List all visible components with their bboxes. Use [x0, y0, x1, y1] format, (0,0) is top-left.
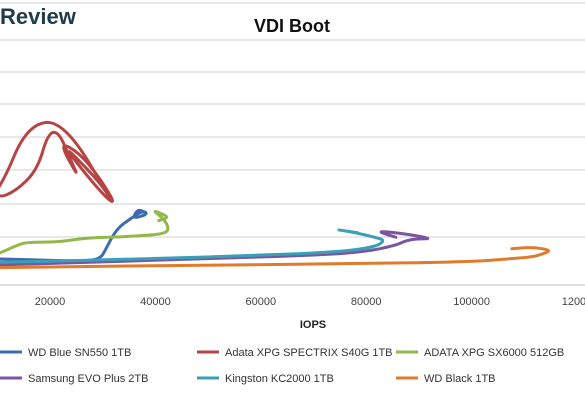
brand-logo-text: Review	[0, 4, 77, 29]
legend: WD Blue SN550 1TB Adata XPG SPECTRIX S40G…	[0, 347, 564, 385]
x-tick-label: 80000	[351, 296, 382, 308]
x-tick-labels: 20000 40000 60000 80000 100000 12000	[35, 296, 585, 308]
x-tick-label: 12000	[562, 296, 585, 308]
legend-label: Samsung EVO Plus 2TB	[28, 373, 148, 385]
legend-label: Kingston KC2000 1TB	[225, 373, 334, 385]
x-tick-label: 60000	[246, 296, 277, 308]
x-tick-label: 20000	[35, 296, 66, 308]
series-line	[0, 120, 115, 203]
x-tick-label: 100000	[453, 296, 490, 308]
series-line	[0, 246, 550, 270]
gridlines	[0, 2, 585, 238]
legend-label: ADATA XPG SX6000 512GB	[424, 347, 564, 359]
chart-title: VDI Boot	[254, 16, 330, 36]
series-line	[0, 228, 385, 264]
x-axis-title: IOPS	[300, 319, 326, 331]
series-lines	[0, 120, 550, 270]
legend-label: WD Blue SN550 1TB	[28, 347, 131, 359]
series-line	[0, 230, 430, 267]
legend-label: Adata XPG SPECTRIX S40G 1TB	[225, 347, 393, 359]
series-line	[0, 209, 170, 255]
x-tick-label: 40000	[140, 296, 171, 308]
series-line	[0, 208, 148, 263]
legend-label: WD Black 1TB	[424, 373, 496, 385]
